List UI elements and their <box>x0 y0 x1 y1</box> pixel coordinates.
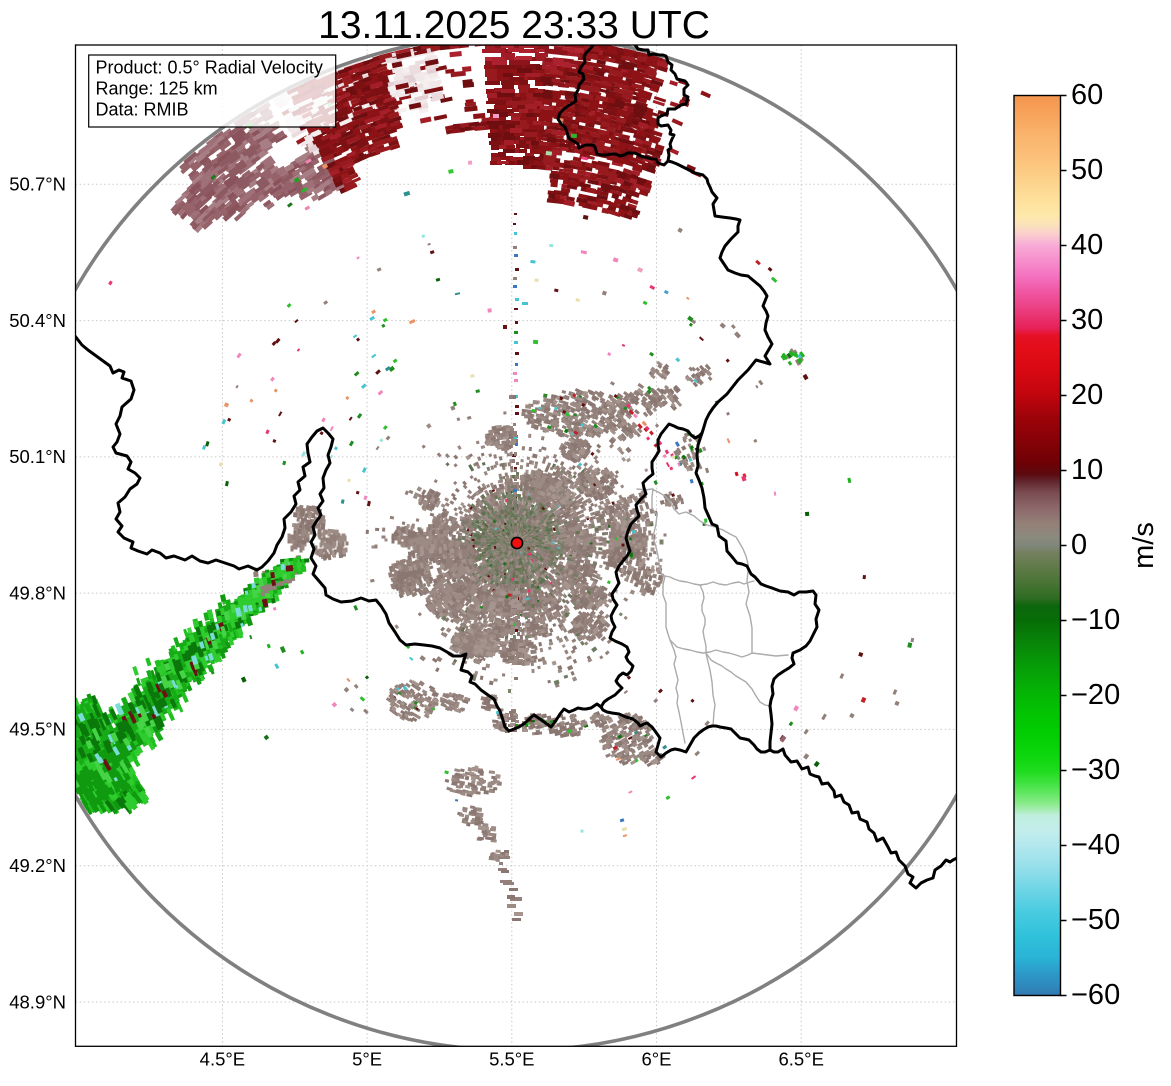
svg-text:−40: −40 <box>1071 829 1120 861</box>
svg-text:−30: −30 <box>1071 754 1120 786</box>
svg-text:−20: −20 <box>1071 679 1120 711</box>
svg-text:49.8°N: 49.8°N <box>9 582 66 603</box>
svg-text:−10: −10 <box>1071 604 1120 636</box>
svg-text:−50: −50 <box>1071 904 1120 936</box>
svg-text:5°E: 5°E <box>352 1049 382 1070</box>
svg-text:5.5°E: 5.5°E <box>489 1049 534 1070</box>
svg-text:30: 30 <box>1071 304 1103 336</box>
svg-text:50.4°N: 50.4°N <box>9 310 66 331</box>
svg-text:0: 0 <box>1071 529 1087 561</box>
svg-text:49.2°N: 49.2°N <box>9 855 66 876</box>
svg-text:4.5°E: 4.5°E <box>200 1049 245 1070</box>
svg-text:6.5°E: 6.5°E <box>778 1049 823 1070</box>
svg-text:49.5°N: 49.5°N <box>9 719 66 740</box>
svg-text:m/s: m/s <box>1128 522 1160 569</box>
svg-text:Product: 0.5° Radial Velocity: Product: 0.5° Radial Velocity <box>96 58 323 78</box>
svg-text:Data: RMIB: Data: RMIB <box>96 100 189 120</box>
svg-text:50: 50 <box>1071 154 1103 186</box>
svg-text:13.11.2025 23:33 UTC: 13.11.2025 23:33 UTC <box>318 4 710 47</box>
svg-text:6°E: 6°E <box>641 1049 671 1070</box>
svg-text:40: 40 <box>1071 229 1103 261</box>
svg-text:Range: 125 km: Range: 125 km <box>96 79 218 99</box>
svg-text:50.1°N: 50.1°N <box>9 446 66 467</box>
svg-text:48.9°N: 48.9°N <box>9 991 66 1012</box>
svg-text:10: 10 <box>1071 454 1103 486</box>
svg-text:60: 60 <box>1071 79 1103 111</box>
svg-text:20: 20 <box>1071 379 1103 411</box>
svg-text:−60: −60 <box>1071 979 1120 1011</box>
svg-text:50.7°N: 50.7°N <box>9 174 66 195</box>
